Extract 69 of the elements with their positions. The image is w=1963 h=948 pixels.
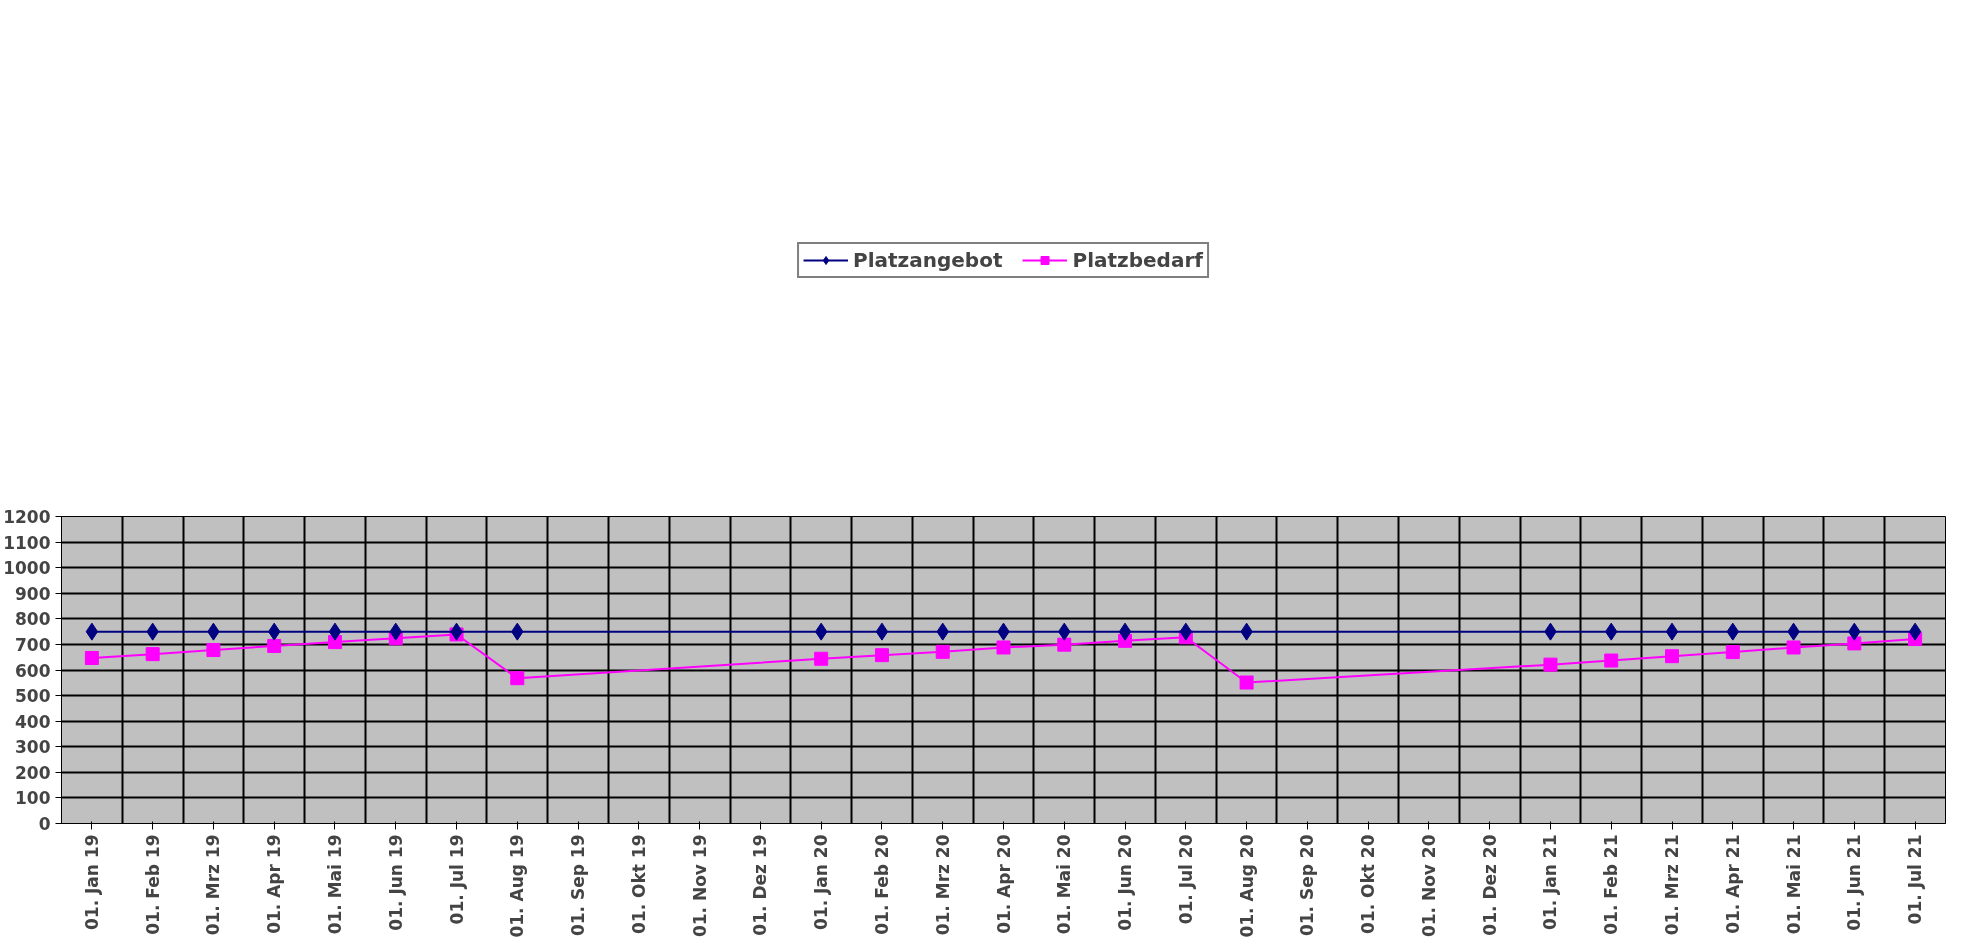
y-tick-label: 200	[15, 762, 51, 783]
x-tick-label: 01. Feb 19	[142, 834, 163, 935]
legend-label: Platzbedarf	[1072, 248, 1203, 272]
x-tick-label: 01. Mrz 21	[1662, 834, 1683, 936]
x-tick-label: 01. Mai 20	[1054, 834, 1075, 935]
point	[1665, 622, 1679, 641]
y-tick-label: 600	[15, 660, 51, 681]
point	[1604, 653, 1619, 668]
x-tick-label: 01. Mai 21	[1783, 834, 1804, 935]
x-tick-label: 01. Okt 20	[1358, 834, 1379, 934]
x-tick-label: 01. Apr 21	[1722, 834, 1743, 934]
x-tick-label: 01. Jun 20	[1115, 834, 1136, 931]
point	[1118, 622, 1132, 641]
y-tick-label: 700	[15, 634, 51, 655]
x-tick-label: 01. Jul 19	[446, 834, 467, 925]
point	[1908, 622, 1922, 641]
legend-label: Platzangebot	[853, 248, 1003, 272]
x-tick-label: 01. Nov 19	[689, 834, 710, 938]
x-tick-label: 01. Aug 20	[1236, 834, 1257, 938]
point	[1847, 636, 1862, 651]
y-tick-label: 1100	[3, 532, 51, 553]
x-tick-label: 01. Aug 19	[507, 834, 528, 938]
x-tick-label: 01. Apr 20	[993, 834, 1014, 934]
x-tick-label: 01. Feb 20	[871, 834, 892, 935]
point	[1057, 637, 1072, 652]
x-tick-label: 01. Apr 19	[264, 834, 285, 934]
x-tick-label: 01. Jun 21	[1844, 834, 1865, 931]
point	[85, 622, 99, 641]
x-tick-label: 01. Nov 20	[1418, 834, 1439, 938]
y-tick-label: 1200	[3, 507, 51, 527]
point	[267, 638, 282, 653]
point	[328, 622, 342, 641]
y-tick-label: 400	[15, 711, 51, 732]
x-tick-label: 01. Okt 19	[628, 834, 649, 934]
x-tick-label: 01. Jan 20	[811, 834, 832, 931]
x-tick-label: 01. Mrz 19	[203, 834, 224, 936]
x-tick-label: 01. Jul 21	[1905, 834, 1926, 925]
y-tick-label: 100	[15, 788, 51, 809]
y-tick-label: 500	[15, 686, 51, 707]
y-tick-label: 900	[15, 583, 51, 604]
x-tick-label: 01. Sep 19	[568, 834, 589, 937]
y-tick-label: 0	[38, 814, 51, 834]
point	[145, 647, 160, 662]
y-tick-label: 800	[15, 609, 51, 630]
point	[875, 622, 889, 641]
point	[874, 648, 889, 663]
y-tick-label: 300	[15, 737, 51, 758]
point	[1665, 649, 1680, 664]
x-tick-label: 01. Feb 21	[1601, 834, 1622, 935]
x-tick-label: 01. Dez 19	[750, 834, 771, 936]
x-tick-label: 01. Jan 21	[1540, 834, 1561, 931]
point	[510, 671, 525, 686]
point	[935, 644, 950, 659]
y-tick-label: 1000	[3, 558, 51, 579]
x-tick-label: 01. Jun 19	[385, 834, 406, 931]
x-tick-label: 01. Jul 20	[1175, 834, 1196, 925]
x-tick-label: 01. Jan 19	[81, 834, 102, 931]
x-tick-label: 01. Sep 20	[1297, 834, 1318, 937]
point	[206, 643, 221, 658]
point	[1725, 645, 1740, 660]
point	[1239, 675, 1254, 690]
point	[1786, 640, 1801, 655]
point	[1543, 657, 1558, 672]
x-tick-label: 01. Mrz 20	[932, 834, 953, 936]
point	[84, 650, 99, 665]
x-tick-label: 01. Dez 20	[1479, 834, 1500, 936]
x-tick-label: 01. Mai 19	[324, 834, 345, 935]
point	[814, 651, 829, 666]
point	[996, 640, 1011, 655]
